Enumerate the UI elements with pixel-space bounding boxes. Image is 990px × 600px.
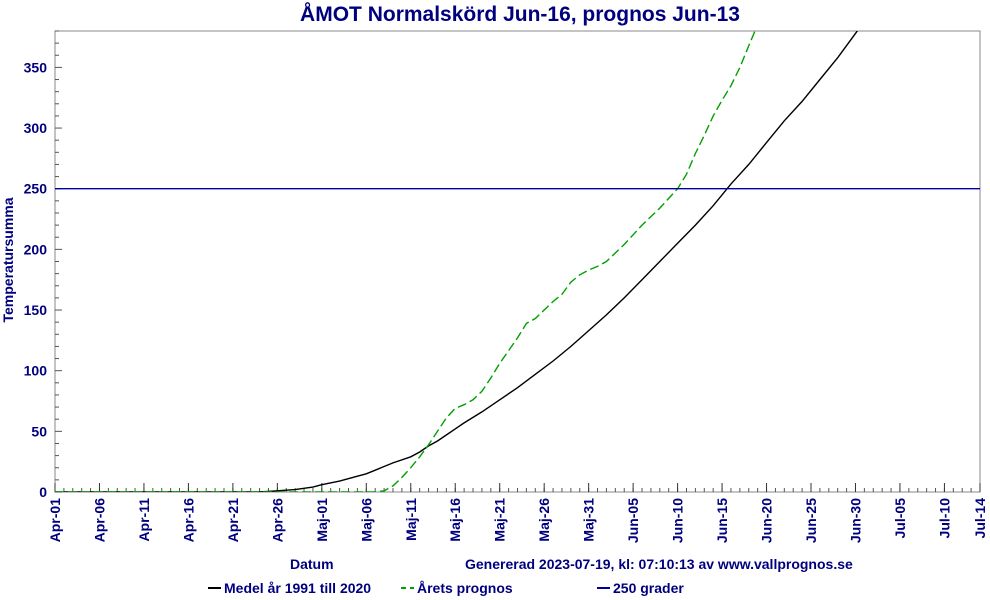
legend-label-1: Årets prognos <box>417 580 513 596</box>
legend-label-0: Medel år 1991 till 2020 <box>224 580 371 596</box>
x-tick-label: Jul-10 <box>936 498 952 539</box>
y-tick-label: 100 <box>24 363 48 379</box>
generated-footer: Genererad 2023-07-19, kl: 07:10:13 av ww… <box>465 556 853 572</box>
y-axis: 0 50 100 150 200 250 300 350 <box>24 30 62 500</box>
x-tick-label: Maj-21 <box>492 498 508 542</box>
y-tick-label: 300 <box>24 120 48 136</box>
x-tick-label: Maj-01 <box>314 498 330 542</box>
x-tick-label: Maj-16 <box>447 498 463 542</box>
x-tick-label: Apr-01 <box>47 498 63 543</box>
x-tick-label: Maj-06 <box>358 498 374 542</box>
chart-title: ÅMOT Normalskörd Jun-16, prognos Jun-13 <box>300 2 740 26</box>
y-tick-label: 350 <box>24 59 48 75</box>
plot-frame <box>54 30 981 493</box>
x-tick-label: Maj-31 <box>581 498 597 542</box>
x-axis: Apr-01 Apr-06 Apr-11 Apr-16 Apr-21 Apr-26 Maj-… <box>47 483 988 543</box>
x-tick-label: Jun-20 <box>759 498 775 543</box>
series-line-1 <box>55 31 756 492</box>
y-tick-label: 150 <box>24 302 48 318</box>
y-tick-label: 50 <box>31 423 47 439</box>
legend: Medel år 1991 till 2020 Årets prognos 250 … <box>208 580 684 596</box>
x-tick-label: Jun-10 <box>670 498 686 543</box>
x-axis-label: Datum <box>290 556 334 572</box>
series-layer <box>55 31 980 492</box>
x-tick-label: Apr-06 <box>91 498 107 543</box>
y-tick-label: 200 <box>24 241 48 257</box>
x-tick-label: Maj-11 <box>403 498 419 541</box>
x-tick-label: Apr-26 <box>269 498 285 543</box>
y-tick-label: 250 <box>24 181 48 197</box>
x-tick-label: Maj-26 <box>536 498 552 542</box>
x-tick-label: Jul-05 <box>892 498 908 539</box>
series-line-0 <box>55 31 859 492</box>
y-axis-label: Temperatursumma <box>0 197 16 322</box>
x-tick-label: Jul-14 <box>972 498 988 539</box>
y-tick-label: 0 <box>39 484 47 500</box>
x-tick-label: Jun-05 <box>625 498 641 543</box>
x-tick-label: Apr-11 <box>136 498 152 542</box>
x-tick-label: Jun-25 <box>803 498 819 543</box>
x-tick-label: Apr-21 <box>225 498 241 543</box>
x-tick-label: Jun-30 <box>847 498 863 543</box>
legend-label-2: 250 grader <box>613 580 684 596</box>
x-tick-label: Apr-16 <box>180 498 196 543</box>
x-tick-label: Jun-15 <box>714 498 730 543</box>
